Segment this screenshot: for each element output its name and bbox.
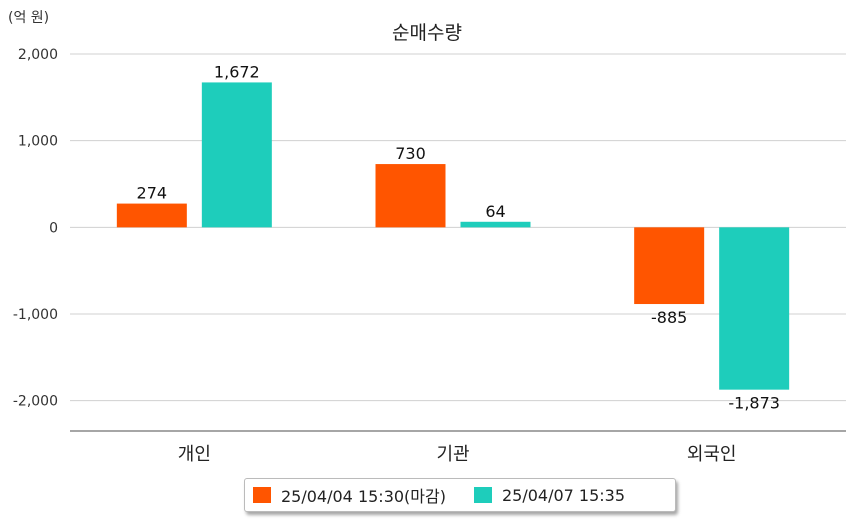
data-label: -1,873 [728, 394, 780, 413]
data-label: 64 [485, 202, 505, 221]
unit-label: (억 원) [8, 10, 50, 26]
data-label: 274 [137, 184, 168, 203]
x-tick-label: 개인 [178, 444, 211, 465]
legend-swatch-series-1 [253, 487, 271, 503]
bar-2-1 [201, 82, 272, 228]
legend-item-series-1: 25/04/04 15:30(마감) [253, 483, 446, 507]
data-label: -885 [651, 308, 687, 327]
y-tick-label: -2,000 [13, 394, 58, 410]
x-tick-label: 외국인 [687, 444, 737, 465]
legend-item-series-2: 25/04/07 15:35 [473, 485, 626, 505]
legend-label-series-2: 25/04/07 15:35 [501, 485, 626, 505]
y-tick-label: 1,000 [18, 134, 58, 150]
bar-2-3 [719, 227, 790, 390]
legend: 25/04/04 15:30(마감) 25/04/07 15:35 [244, 478, 676, 512]
data-label: 1,672 [214, 62, 260, 81]
data-label: 730 [395, 144, 426, 163]
chart-title: 순매수량 [392, 22, 462, 44]
y-tick-label: 2,000 [18, 47, 58, 63]
bar-1-2 [375, 164, 446, 228]
bar-1-1 [116, 203, 187, 228]
bar-2-2 [460, 221, 531, 228]
bar-1-3 [634, 227, 705, 305]
y-tick-label: 0 [49, 220, 58, 236]
y-tick-label: -1,000 [13, 307, 58, 323]
x-tick-label: 기관 [436, 444, 469, 465]
bar-chart: 2,000 1,000 0 -1,000 -2,000 274 1,672 개인 730 64 기관… [13, 47, 846, 465]
legend-label-series-1: 25/04/04 15:30(마감) [281, 487, 446, 506]
legend-swatch-series-2 [473, 487, 492, 503]
